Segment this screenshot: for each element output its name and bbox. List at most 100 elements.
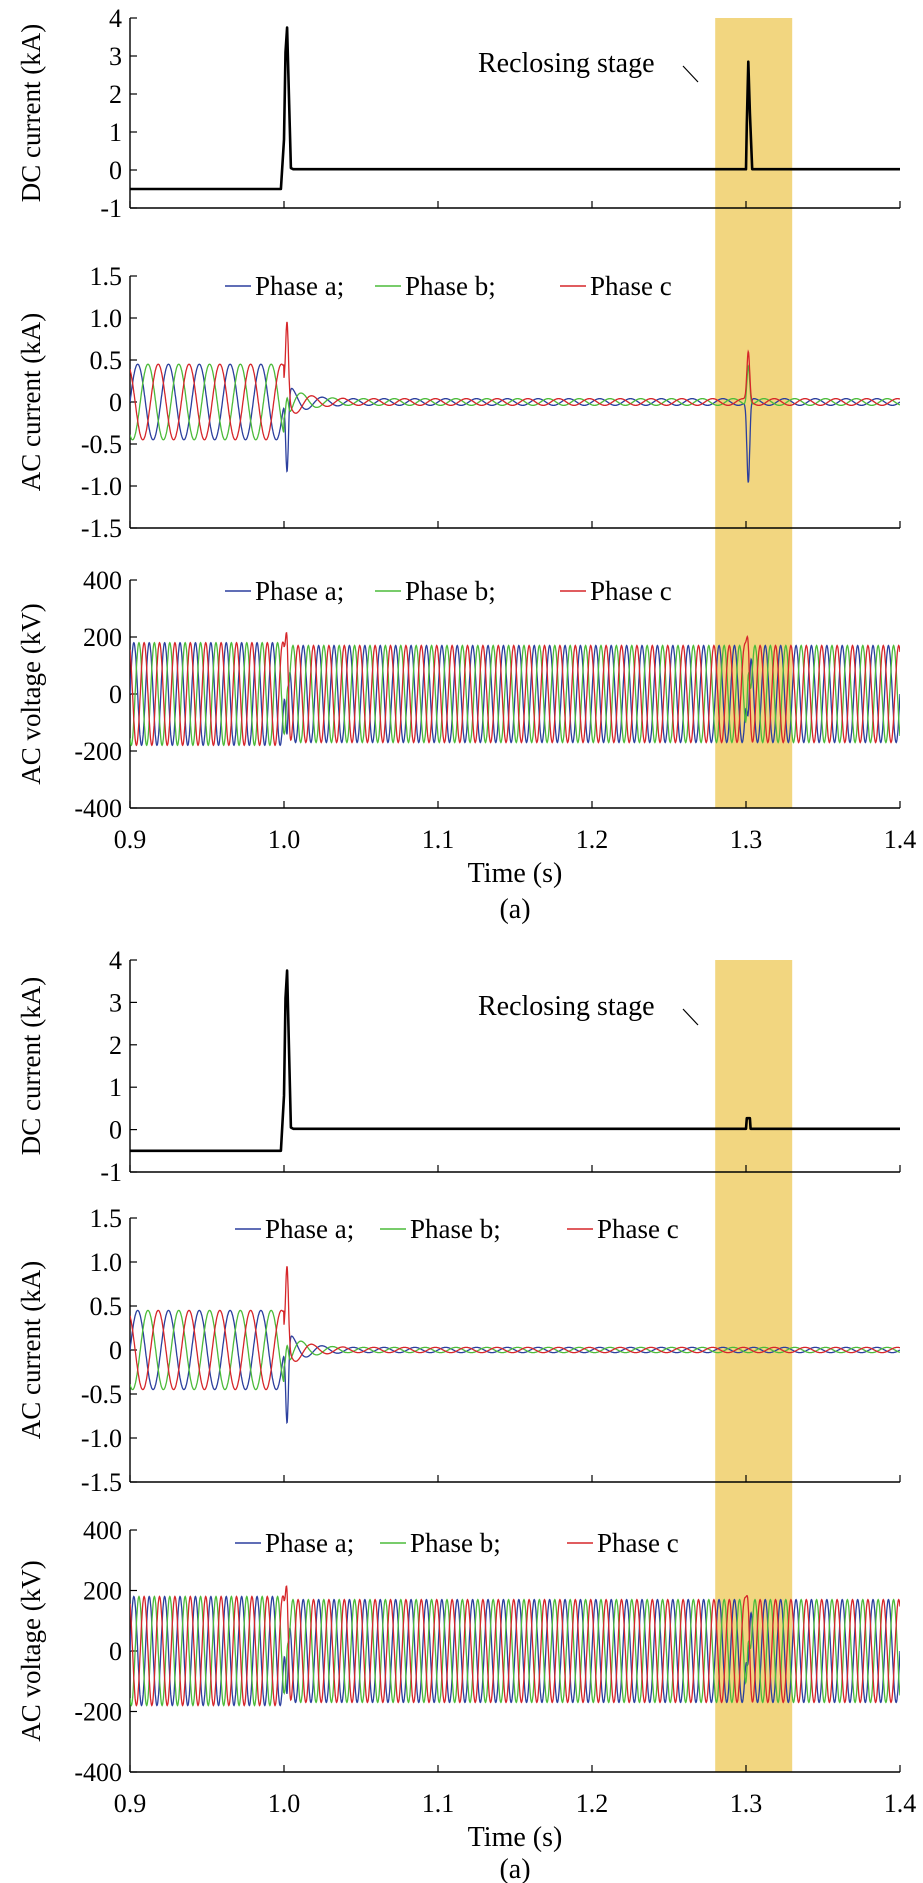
y-axis-label: DC current (kA) bbox=[16, 24, 46, 202]
phase-a-line bbox=[130, 641, 900, 747]
y-tick-label: 1.5 bbox=[90, 1204, 123, 1233]
x-tick-label: 1.2 bbox=[576, 1789, 609, 1818]
x-tick-label: 0.9 bbox=[114, 1789, 147, 1818]
dc-current-line bbox=[130, 26, 900, 191]
legend: Phase a; Phase b; Phase c bbox=[235, 1528, 679, 1558]
dc-current-line bbox=[130, 969, 900, 1153]
phase-b-line bbox=[130, 1595, 900, 1707]
x-tick-label: 1.4 bbox=[884, 1789, 917, 1818]
figure-panel-a: 4 3 2 1 0 -1 DC current (kA) Reclosing stage 1.5… bbox=[16, 4, 916, 925]
y-tick-label: 200 bbox=[83, 1577, 122, 1606]
phase-a-line bbox=[130, 363, 900, 483]
y-tick-label: -1.5 bbox=[81, 514, 122, 543]
legend: Phase a; Phase b; Phase c bbox=[225, 271, 672, 301]
phase-a-line bbox=[130, 1309, 900, 1425]
y-tick-label: 200 bbox=[83, 623, 122, 652]
x-axis-label: Time (s) bbox=[468, 858, 563, 889]
y-tick-label: 1.0 bbox=[90, 304, 123, 333]
y-axis-label: AC voltage (kV) bbox=[16, 1560, 46, 1741]
y-tick-label: 0.5 bbox=[90, 1292, 123, 1321]
annotation-pointer bbox=[682, 65, 699, 83]
legend-entry: Phase a; bbox=[265, 1214, 354, 1244]
subplot-2: 1.5 1.0 0.5 0 -0.5 -1.0 -1.5 AC current (kA) Pha… bbox=[16, 1204, 901, 1497]
x-tick-label: 1.3 bbox=[730, 825, 763, 854]
y-tick-label: 4 bbox=[109, 4, 122, 33]
y-tick-label: 3 bbox=[109, 988, 122, 1017]
y-tick-label: 400 bbox=[83, 566, 122, 595]
legend-entry: Phase b; bbox=[405, 576, 496, 606]
annotation-reclosing-stage: Reclosing stage bbox=[478, 991, 655, 1022]
y-tick-label: 1 bbox=[109, 118, 122, 147]
y-tick-label: 0 bbox=[109, 388, 122, 417]
y-tick-label: -400 bbox=[74, 1758, 122, 1787]
y-tick-label: 0 bbox=[109, 1336, 122, 1365]
legend-entry: Phase c bbox=[597, 1214, 679, 1244]
y-tick-label: -200 bbox=[74, 1698, 122, 1727]
y-tick-label: 0 bbox=[109, 680, 122, 709]
subplot-1: 4 3 2 1 0 -1 DC current (kA) Reclosing stage bbox=[16, 946, 901, 1187]
panel-label: (a) bbox=[499, 894, 530, 925]
y-tick-label: 2 bbox=[109, 80, 122, 109]
y-tick-label: 4 bbox=[109, 946, 122, 975]
annotation-reclosing-stage: Reclosing stage bbox=[478, 48, 655, 79]
x-tick-label: 1.2 bbox=[576, 825, 609, 854]
plot-area bbox=[130, 631, 900, 747]
y-tick-label: 0.5 bbox=[90, 346, 123, 375]
y-tick-label: -200 bbox=[74, 737, 122, 766]
y-tick-label: -0.5 bbox=[81, 430, 122, 459]
subplot-1: 4 3 2 1 0 -1 DC current (kA) Reclosing stage bbox=[16, 4, 901, 223]
y-axis-label: AC current (kA) bbox=[16, 313, 46, 491]
y-tick-label: 0 bbox=[109, 1116, 122, 1145]
y-tick-label: 0 bbox=[109, 156, 122, 185]
plot-area bbox=[130, 26, 900, 191]
plot-area bbox=[130, 1585, 900, 1707]
phase-c-line bbox=[130, 631, 900, 747]
x-tick-label: 1.4 bbox=[884, 825, 917, 854]
x-tick-label: 1.0 bbox=[268, 1789, 301, 1818]
y-tick-label: 0 bbox=[109, 1637, 122, 1666]
plot-area bbox=[130, 321, 900, 483]
legend-entry: Phase c bbox=[597, 1528, 679, 1558]
plot-area bbox=[130, 1266, 900, 1425]
phase-b-line bbox=[130, 641, 900, 747]
legend-entry: Phase b; bbox=[405, 271, 496, 301]
y-tick-label: -0.5 bbox=[81, 1380, 122, 1409]
subplot-2: 1.5 1.0 0.5 0 -0.5 -1.0 -1.5 AC current (kA) Pha… bbox=[16, 262, 901, 543]
legend-entry: Phase a; bbox=[255, 576, 344, 606]
y-tick-label: 1.0 bbox=[90, 1248, 123, 1277]
y-tick-label: -400 bbox=[74, 794, 122, 823]
y-tick-label: 1.5 bbox=[90, 262, 123, 291]
legend: Phase a; Phase b; Phase c bbox=[235, 1214, 679, 1244]
phase-b-line bbox=[130, 363, 900, 441]
x-tick-label: 1.3 bbox=[730, 1789, 763, 1818]
phase-a-line bbox=[130, 1595, 900, 1707]
x-tick-label: 1.0 bbox=[268, 825, 301, 854]
y-axis-label: AC voltage (kV) bbox=[16, 603, 46, 784]
figure-panel-b: 4 3 2 1 0 -1 DC current (kA) Reclosing stage 1.5… bbox=[16, 946, 916, 1883]
legend-entry: Phase c bbox=[590, 271, 672, 301]
phase-c-line bbox=[130, 1266, 900, 1391]
x-tick-label: 1.1 bbox=[422, 825, 455, 854]
y-tick-label: -1 bbox=[100, 194, 122, 223]
legend-entry: Phase a; bbox=[255, 271, 344, 301]
reclosing-stage-highlight bbox=[715, 18, 793, 808]
legend-entry: Phase c bbox=[590, 576, 672, 606]
plot-area bbox=[130, 969, 900, 1153]
legend-entry: Phase b; bbox=[410, 1528, 501, 1558]
y-tick-label: 3 bbox=[109, 42, 122, 71]
y-tick-label: -1 bbox=[100, 1158, 122, 1187]
x-axis-label: Time (s) bbox=[468, 1822, 563, 1853]
y-tick-label: -1.0 bbox=[81, 1424, 122, 1453]
legend: Phase a; Phase b; Phase c bbox=[225, 576, 672, 606]
legend-entry: Phase b; bbox=[410, 1214, 501, 1244]
annotation-pointer bbox=[682, 1008, 699, 1026]
phase-c-line bbox=[130, 321, 900, 441]
y-axis-label: AC current (kA) bbox=[16, 1261, 46, 1439]
x-tick-label: 1.1 bbox=[422, 1789, 455, 1818]
y-tick-label: 2 bbox=[109, 1031, 122, 1060]
phase-b-line bbox=[130, 1309, 900, 1391]
y-tick-label: -1.5 bbox=[81, 1468, 122, 1497]
